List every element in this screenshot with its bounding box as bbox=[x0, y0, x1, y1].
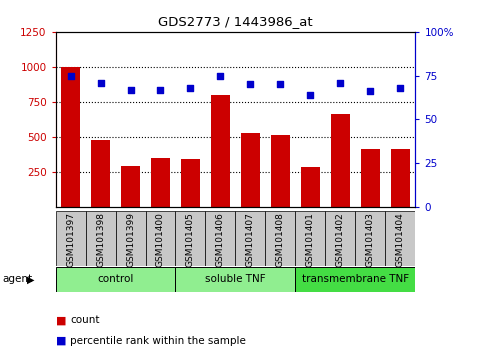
Bar bbox=[241, 133, 260, 207]
Bar bbox=[266, 211, 296, 266]
Text: ■: ■ bbox=[56, 336, 66, 346]
Bar bbox=[91, 140, 110, 207]
Bar bbox=[326, 211, 355, 266]
Text: agent: agent bbox=[2, 274, 32, 284]
Text: control: control bbox=[98, 274, 134, 284]
Text: GSM101397: GSM101397 bbox=[66, 212, 75, 267]
Text: ■: ■ bbox=[56, 315, 66, 325]
Bar bbox=[205, 211, 236, 266]
Point bbox=[247, 81, 255, 87]
Bar bbox=[85, 211, 115, 266]
Bar bbox=[145, 211, 175, 266]
Bar bbox=[296, 267, 415, 292]
Bar bbox=[175, 267, 296, 292]
Bar bbox=[361, 149, 380, 207]
Text: GSM101401: GSM101401 bbox=[306, 212, 315, 267]
Text: GSM101399: GSM101399 bbox=[126, 212, 135, 267]
Bar bbox=[355, 211, 385, 266]
Point bbox=[337, 80, 344, 86]
Text: GSM101398: GSM101398 bbox=[96, 212, 105, 267]
Text: count: count bbox=[70, 315, 99, 325]
Text: GSM101407: GSM101407 bbox=[246, 212, 255, 267]
Bar bbox=[151, 158, 170, 207]
Text: GSM101400: GSM101400 bbox=[156, 212, 165, 267]
Bar bbox=[296, 211, 326, 266]
Bar bbox=[211, 95, 230, 207]
Text: GSM101406: GSM101406 bbox=[216, 212, 225, 267]
Bar bbox=[270, 135, 290, 207]
Text: GSM101402: GSM101402 bbox=[336, 212, 345, 267]
Bar bbox=[56, 211, 85, 266]
Bar bbox=[181, 159, 200, 207]
Bar bbox=[115, 211, 145, 266]
Point bbox=[307, 92, 314, 98]
Point bbox=[277, 81, 284, 87]
Text: percentile rank within the sample: percentile rank within the sample bbox=[70, 336, 246, 346]
Text: GSM101405: GSM101405 bbox=[186, 212, 195, 267]
Point bbox=[97, 80, 104, 86]
Point bbox=[127, 87, 134, 92]
Text: GSM101403: GSM101403 bbox=[366, 212, 375, 267]
Text: soluble TNF: soluble TNF bbox=[205, 274, 266, 284]
Point bbox=[156, 87, 164, 92]
Bar bbox=[121, 166, 140, 207]
Point bbox=[216, 73, 224, 79]
Bar bbox=[301, 167, 320, 207]
Bar bbox=[391, 149, 410, 207]
Text: transmembrane TNF: transmembrane TNF bbox=[302, 274, 409, 284]
Bar bbox=[56, 267, 175, 292]
Bar bbox=[236, 211, 266, 266]
Bar bbox=[175, 211, 205, 266]
Point bbox=[397, 85, 404, 91]
Text: GSM101408: GSM101408 bbox=[276, 212, 285, 267]
Bar bbox=[331, 114, 350, 207]
Point bbox=[367, 88, 374, 94]
Bar bbox=[61, 67, 80, 207]
Title: GDS2773 / 1443986_at: GDS2773 / 1443986_at bbox=[158, 15, 313, 28]
Text: GSM101404: GSM101404 bbox=[396, 212, 405, 267]
Bar bbox=[385, 211, 415, 266]
Text: ▶: ▶ bbox=[27, 274, 34, 284]
Point bbox=[186, 85, 194, 91]
Point bbox=[67, 73, 74, 79]
